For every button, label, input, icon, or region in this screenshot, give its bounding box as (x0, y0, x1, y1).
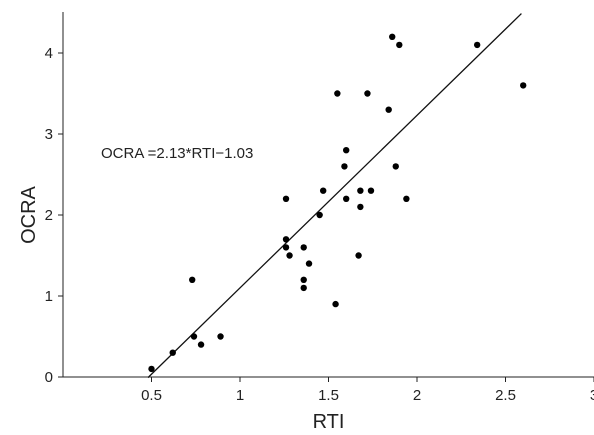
y-axis-title: OCRA (18, 185, 40, 243)
data-point (189, 276, 196, 283)
x-tick-label: 3 (590, 387, 594, 404)
data-point (148, 365, 155, 373)
data-points (148, 33, 527, 373)
x-tick-label: 2 (413, 387, 421, 404)
data-point (282, 236, 290, 243)
data-point (332, 300, 339, 308)
data-point (355, 252, 362, 259)
data-point (300, 284, 307, 292)
y-tick-label: 2 (45, 207, 53, 224)
data-point (341, 163, 348, 170)
data-point (520, 82, 527, 89)
data-point (169, 349, 176, 356)
data-point (343, 195, 350, 202)
data-point (190, 333, 198, 340)
data-point (334, 90, 341, 97)
x-ticks: 0.5 1 1.5 2 2.5 3 (141, 377, 594, 404)
axes (62, 12, 594, 378)
data-point (357, 203, 364, 211)
data-point (197, 341, 205, 348)
data-point (319, 187, 327, 194)
data-point (473, 41, 481, 49)
data-point (389, 33, 396, 40)
x-tick-label: 1.5 (318, 387, 339, 404)
y-tick-label: 1 (45, 288, 53, 305)
data-point (403, 195, 410, 202)
data-point (392, 163, 399, 170)
data-point (385, 106, 392, 113)
data-point (282, 195, 290, 202)
data-point (364, 90, 371, 97)
data-point (357, 187, 364, 194)
data-point (217, 333, 224, 340)
y-tick-label: 4 (45, 45, 53, 62)
data-point (286, 252, 293, 259)
y-ticks: 0 1 2 3 4 (45, 45, 63, 386)
data-point (316, 211, 323, 219)
x-tick-label: 2.5 (495, 387, 516, 404)
x-tick-label: 1 (236, 387, 244, 404)
data-point (396, 41, 403, 49)
y-tick-label: 3 (45, 126, 53, 143)
data-point (305, 260, 313, 267)
y-tick-label: 0 (45, 369, 53, 386)
data-point (300, 276, 307, 283)
data-point (343, 147, 350, 154)
data-point (300, 244, 307, 251)
regression-line (147, 13, 522, 379)
data-point (282, 244, 290, 251)
x-tick-label: 0.5 (141, 387, 162, 404)
data-point (367, 187, 375, 194)
x-axis-title: RTI (313, 411, 345, 433)
regression-equation: OCRA =2.13*RTI−1.03 (101, 145, 253, 162)
